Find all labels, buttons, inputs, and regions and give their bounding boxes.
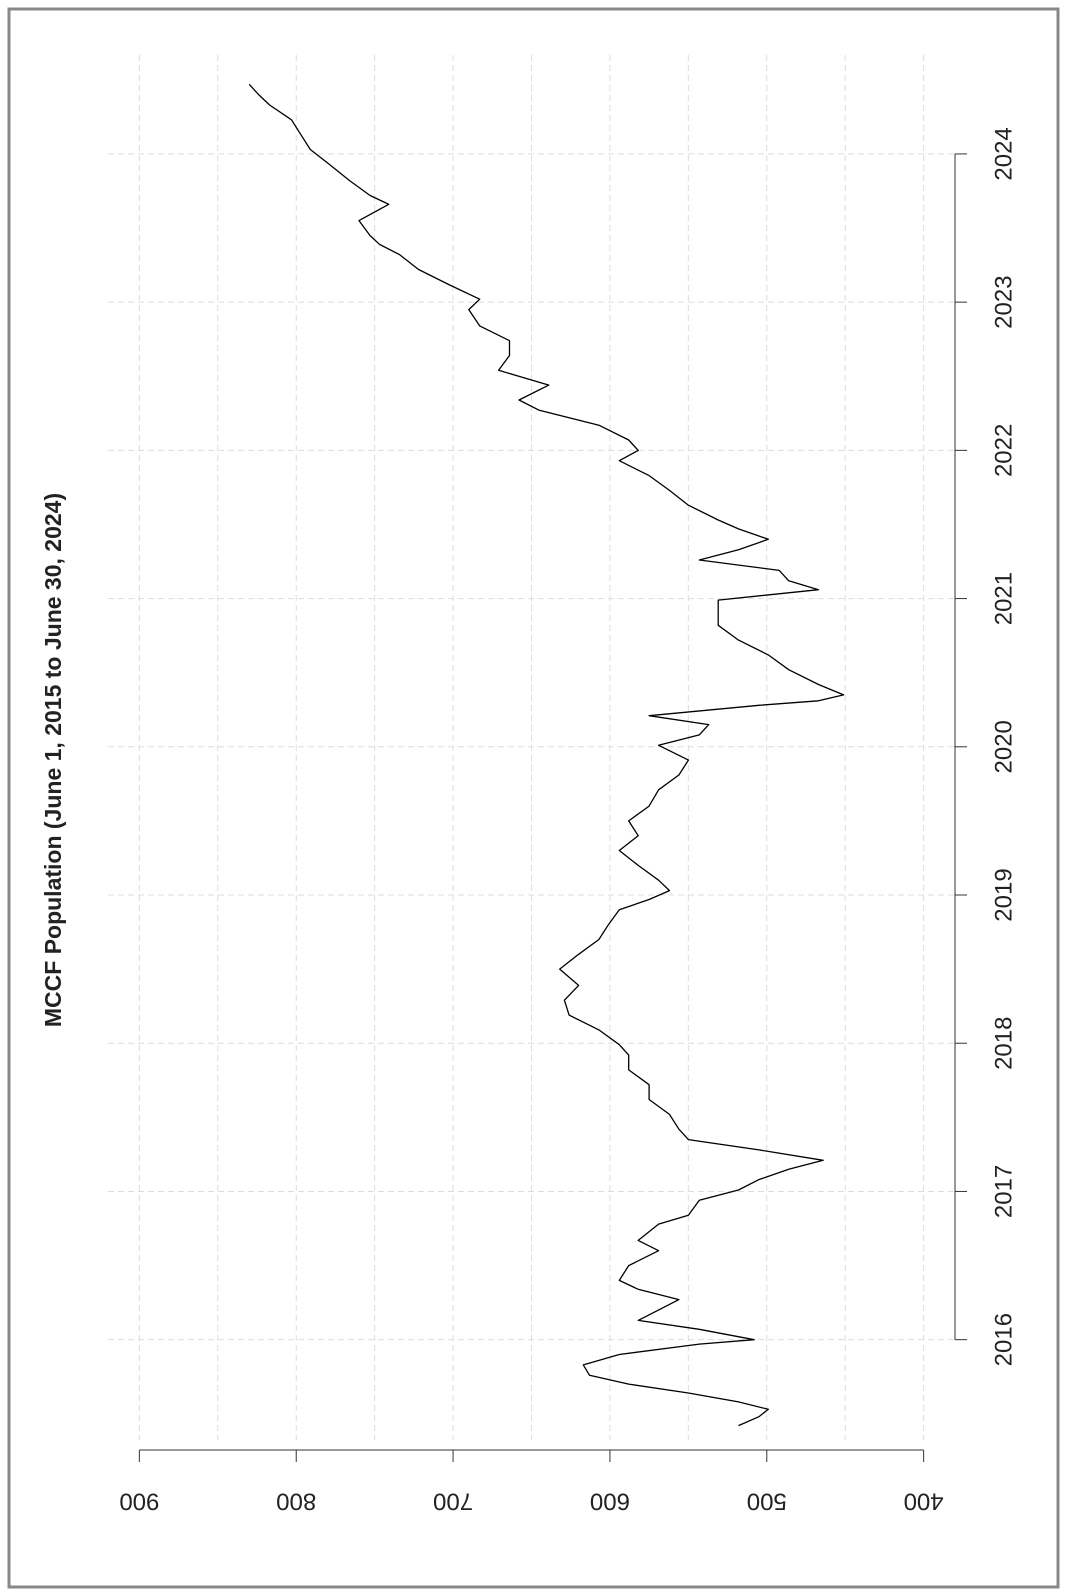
y-tick-label: 700 bbox=[433, 1488, 473, 1515]
data-line bbox=[248, 83, 845, 1427]
y-tick-label: 800 bbox=[276, 1488, 316, 1515]
chart-title: MCCF Population (June 1, 2015 to June 30… bbox=[40, 493, 66, 1027]
y-tick-label: 900 bbox=[119, 1488, 159, 1515]
x-tick-label: 2023 bbox=[990, 275, 1017, 328]
frame bbox=[7, 7, 1060, 1589]
x-tick-label: 2020 bbox=[990, 720, 1017, 773]
x-tick-label: 2018 bbox=[990, 1017, 1017, 1070]
x-tick-label: 2024 bbox=[990, 127, 1017, 180]
x-tick-label: 2021 bbox=[990, 572, 1017, 625]
y-tick-label: 400 bbox=[904, 1488, 944, 1515]
x-tick-label: 2016 bbox=[990, 1313, 1017, 1366]
x-tick-label: 2019 bbox=[990, 868, 1017, 921]
y-tick-label: 500 bbox=[747, 1488, 787, 1515]
x-tick-label: 2022 bbox=[990, 424, 1017, 477]
x-tick-label: 2017 bbox=[990, 1165, 1017, 1218]
y-tick-label: 600 bbox=[590, 1488, 630, 1515]
